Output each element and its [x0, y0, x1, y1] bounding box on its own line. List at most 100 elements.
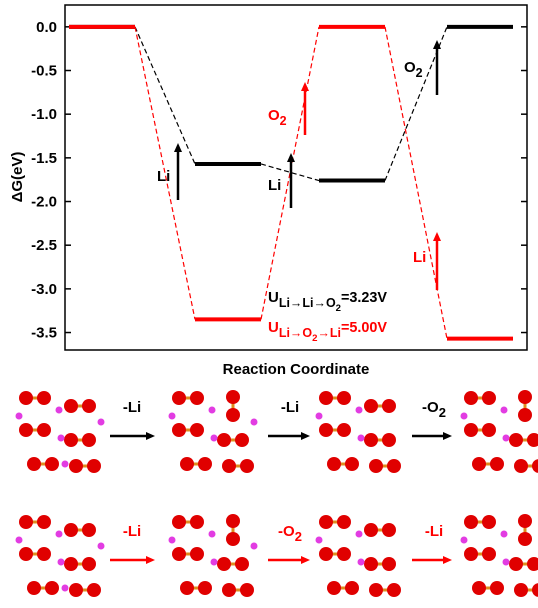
oxygen	[482, 391, 496, 405]
oxygen	[27, 457, 41, 471]
oxygen	[45, 581, 59, 595]
arrow-head	[301, 556, 310, 564]
arrow	[433, 40, 441, 95]
label: O2	[404, 59, 423, 80]
oxygen	[37, 391, 51, 405]
oxygen	[172, 515, 186, 529]
oxygen	[217, 557, 231, 571]
label: ULi→O2→Li=5.00V	[268, 319, 387, 344]
oxygen	[19, 391, 33, 405]
label-sub: 2	[280, 114, 287, 128]
step-text: -O	[278, 523, 295, 540]
oxygen	[369, 459, 383, 473]
oxygen	[464, 547, 478, 561]
oxygen	[190, 423, 204, 437]
oxygen	[382, 433, 396, 447]
oxygen	[240, 459, 254, 473]
oxygen	[45, 457, 59, 471]
oxygen	[464, 391, 478, 405]
lithium	[211, 435, 218, 442]
oxygen	[235, 557, 249, 571]
oxygen	[369, 583, 383, 597]
oxygen	[87, 583, 101, 597]
oxygen	[532, 583, 538, 597]
lithium	[356, 407, 363, 414]
step-label: -Li	[281, 399, 299, 416]
oxygen	[337, 547, 351, 561]
oxygen	[464, 515, 478, 529]
step-label: -O2	[422, 399, 446, 420]
label: ULi→Li→O2=3.23V	[268, 289, 387, 314]
lithium	[62, 585, 69, 592]
oxygen	[217, 433, 231, 447]
arrow	[110, 432, 155, 440]
arrow-head	[146, 556, 155, 564]
label-tail: =5.00V	[341, 320, 387, 336]
label-sub: Li→Li→O	[279, 296, 336, 310]
y-tick-label: -2.0	[31, 194, 57, 211]
arrow	[174, 143, 182, 200]
oxygen	[319, 515, 333, 529]
oxygen	[514, 459, 528, 473]
oxygen	[345, 457, 359, 471]
page: ΔG(eV) Reaction Coordinate 0.0-0.5-1.0-1…	[0, 0, 538, 608]
arrow	[287, 153, 295, 208]
step-label: -Li	[123, 523, 141, 540]
lithium	[16, 537, 23, 544]
step-text: -Li	[123, 523, 141, 540]
label-text: U	[268, 319, 279, 336]
connector	[135, 27, 195, 164]
step-label: -Li	[123, 399, 141, 416]
oxygen	[37, 423, 51, 437]
y-tick-label: -3.5	[31, 325, 57, 342]
oxygen	[198, 581, 212, 595]
oxygen	[387, 583, 401, 597]
lithium	[58, 435, 65, 442]
lithium	[56, 531, 63, 538]
lithium	[356, 531, 363, 538]
oxygen	[518, 514, 532, 528]
label: Li	[413, 249, 426, 266]
oxygen	[337, 423, 351, 437]
oxygen	[82, 523, 96, 537]
oxygen	[482, 547, 496, 561]
oxygen	[527, 557, 538, 571]
lithium	[251, 543, 258, 550]
oxygen	[319, 391, 333, 405]
oxygen	[240, 583, 254, 597]
arrow	[301, 82, 309, 135]
oxygen	[235, 433, 249, 447]
oxygen	[222, 583, 236, 597]
lithium	[461, 537, 468, 544]
oxygen	[82, 557, 96, 571]
oxygen	[472, 581, 486, 595]
oxygen	[190, 547, 204, 561]
oxygen	[19, 423, 33, 437]
lithium	[358, 435, 365, 442]
label-text: Li	[268, 177, 281, 194]
label: O2	[268, 107, 287, 128]
lithium	[503, 435, 510, 442]
oxygen	[64, 523, 78, 537]
oxygen	[490, 457, 504, 471]
y-tick-label: -2.5	[31, 237, 57, 254]
lithium	[98, 419, 105, 426]
arrow-head	[301, 432, 310, 440]
oxygen	[364, 557, 378, 571]
arrow	[268, 432, 310, 440]
oxygen	[222, 459, 236, 473]
lithium	[169, 413, 176, 420]
oxygen	[518, 408, 532, 422]
oxygen	[180, 457, 194, 471]
oxygen	[509, 433, 523, 447]
oxygen	[490, 581, 504, 595]
arrow	[412, 556, 452, 564]
lithium	[503, 559, 510, 566]
oxygen	[319, 547, 333, 561]
lithium	[501, 407, 508, 414]
oxygen	[190, 515, 204, 529]
arrow	[412, 432, 452, 440]
oxygen	[337, 515, 351, 529]
y-tick-label: 0.0	[36, 19, 57, 36]
lithium	[501, 531, 508, 538]
